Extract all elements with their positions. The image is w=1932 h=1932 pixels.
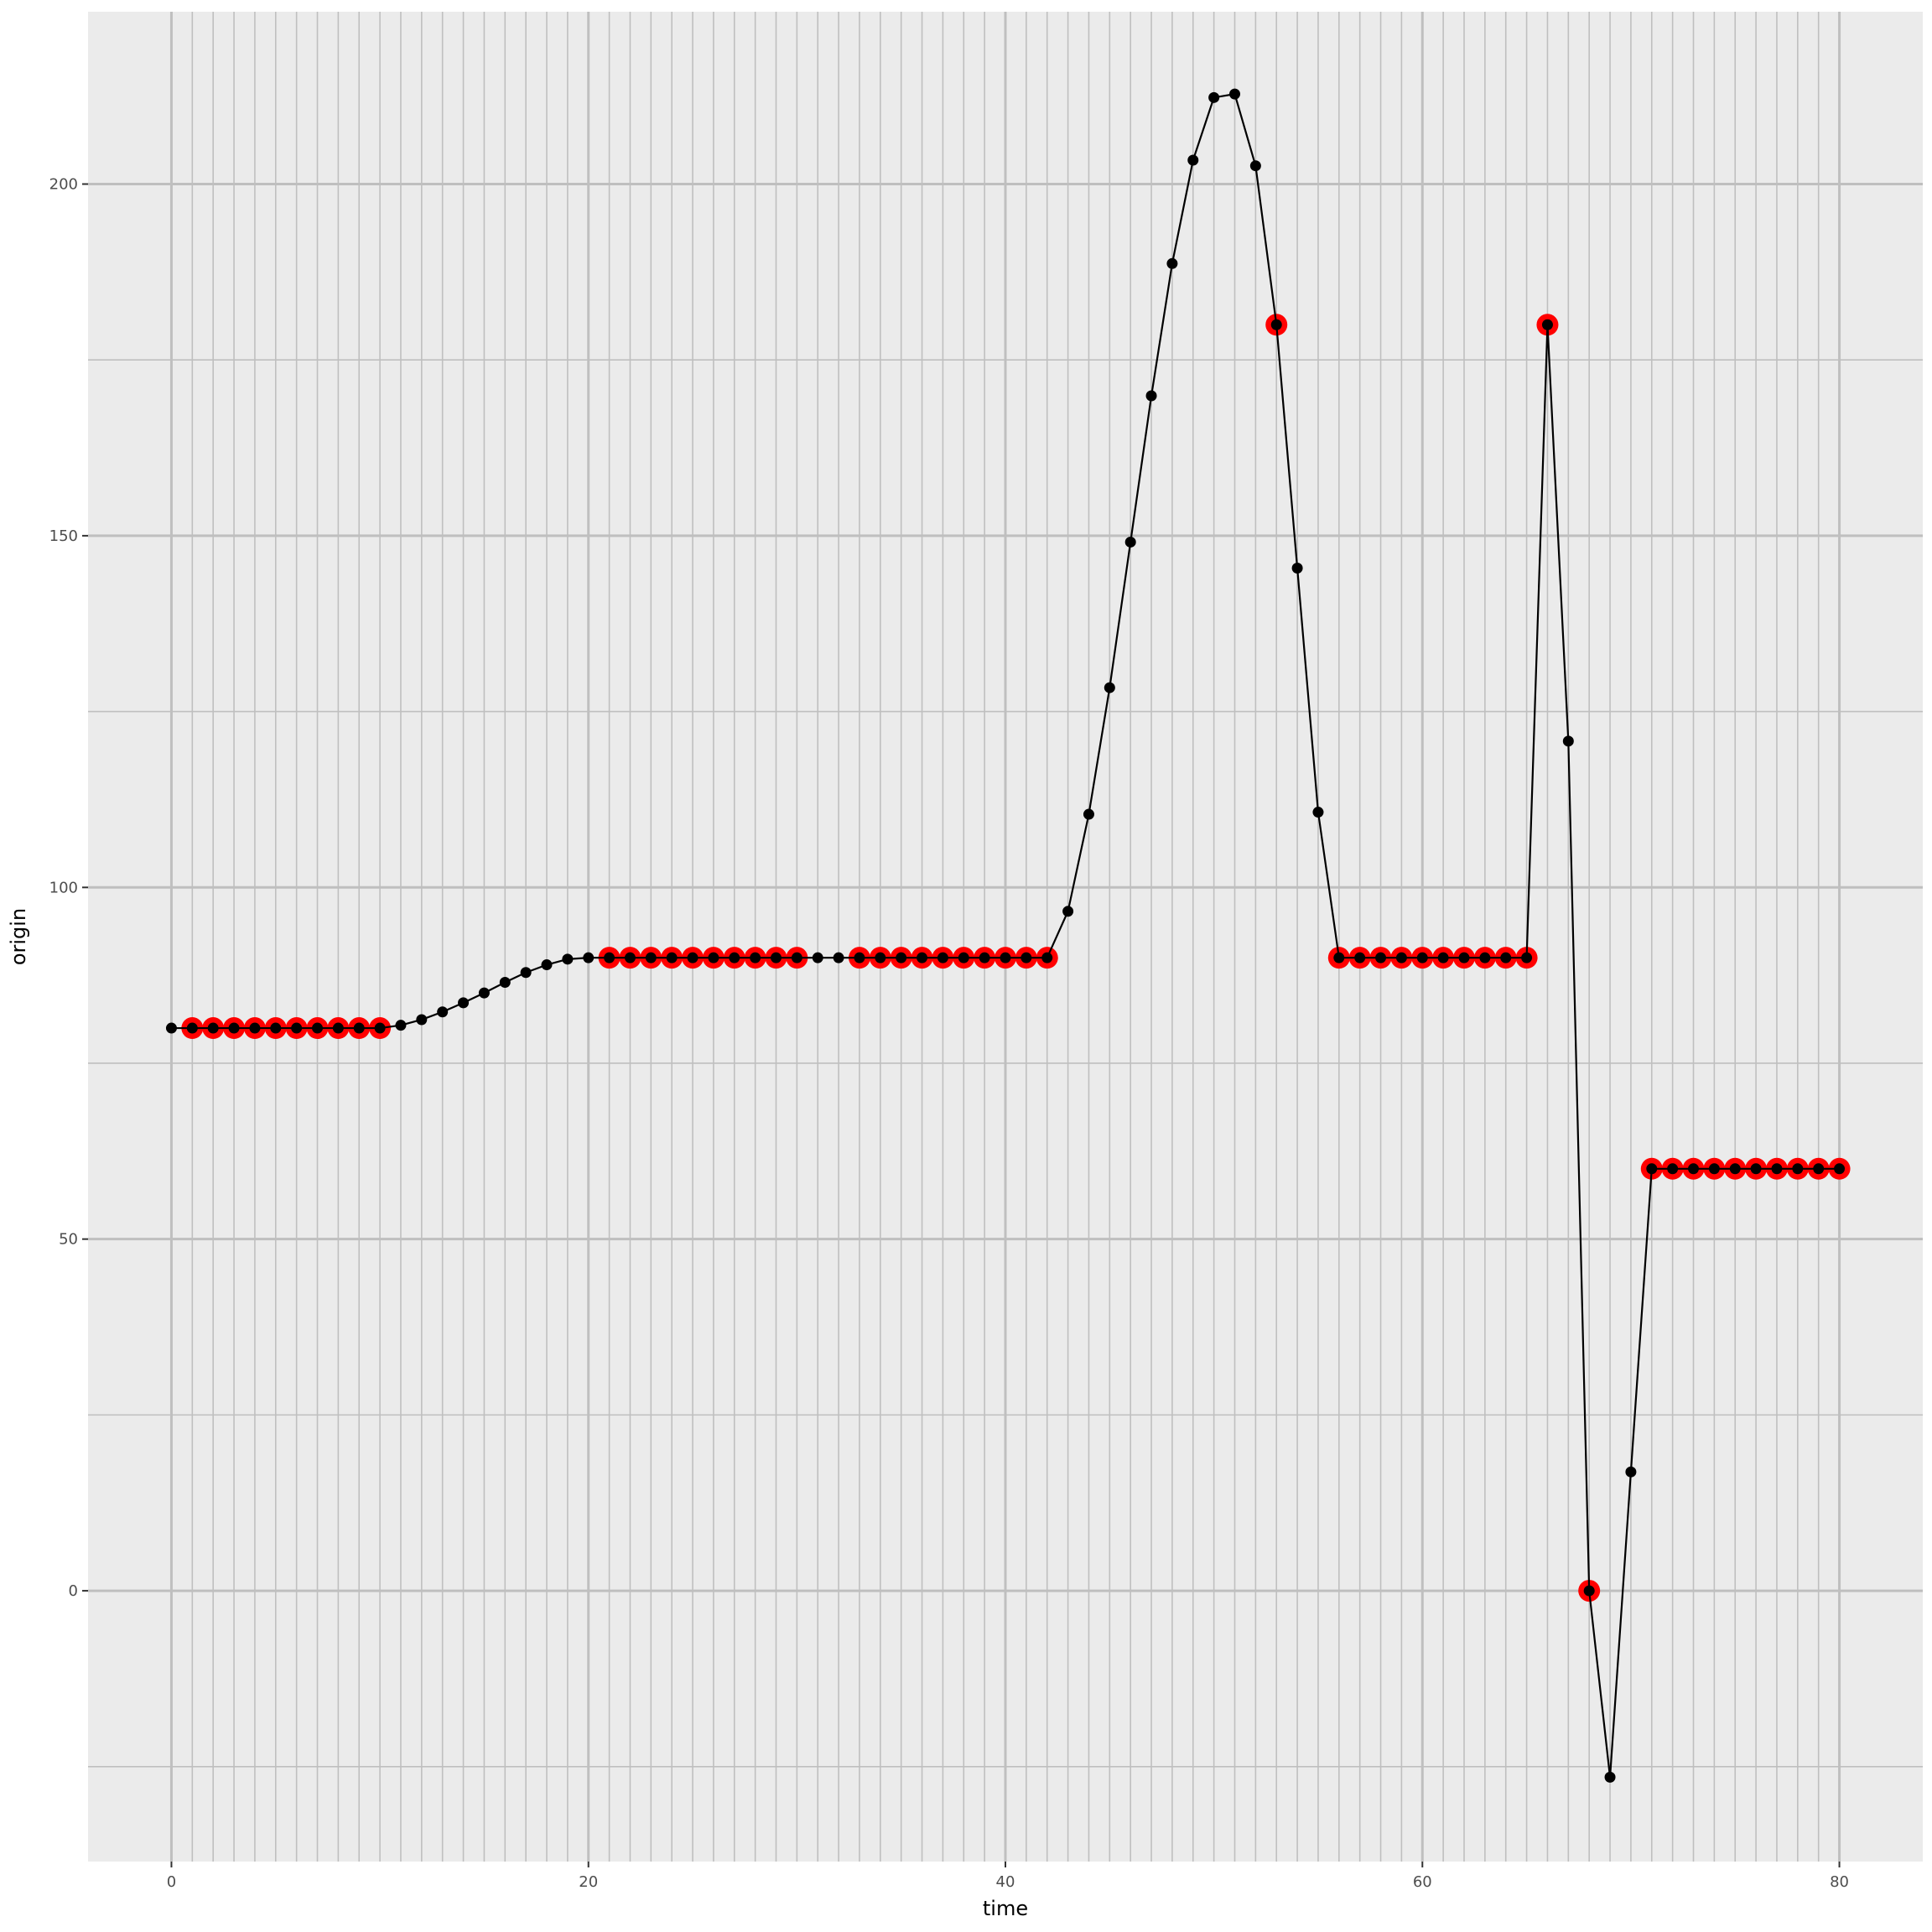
data-point bbox=[1792, 1163, 1804, 1175]
data-point bbox=[1062, 906, 1074, 917]
data-point bbox=[812, 952, 823, 963]
data-point bbox=[1479, 952, 1491, 963]
data-point bbox=[1375, 952, 1387, 963]
data-point bbox=[666, 952, 678, 963]
x-tick-label: 80 bbox=[1830, 1873, 1849, 1891]
data-point bbox=[1500, 952, 1512, 963]
data-point bbox=[1249, 160, 1261, 172]
data-point bbox=[1291, 562, 1303, 574]
data-point bbox=[1416, 952, 1428, 963]
x-axis-title: time bbox=[983, 1897, 1028, 1920]
data-point bbox=[1604, 1771, 1616, 1783]
data-point bbox=[1000, 952, 1011, 963]
x-tick-label: 0 bbox=[167, 1873, 176, 1891]
data-point bbox=[1145, 390, 1157, 402]
data-point bbox=[291, 1022, 303, 1034]
data-point bbox=[1395, 952, 1407, 963]
data-point bbox=[958, 952, 969, 963]
x-axis: 0 20 40 60 80 bbox=[167, 1862, 1849, 1891]
data-point bbox=[374, 1022, 386, 1034]
data-point bbox=[1187, 154, 1199, 166]
data-point bbox=[604, 952, 615, 963]
major-gridlines bbox=[88, 12, 1923, 1862]
y-tick-label: 200 bbox=[49, 176, 78, 194]
data-point bbox=[1667, 1163, 1679, 1175]
data-point bbox=[791, 952, 802, 963]
data-point bbox=[1562, 735, 1574, 747]
data-point bbox=[1083, 808, 1094, 820]
y-tick-label: 150 bbox=[49, 527, 78, 545]
data-point bbox=[1166, 257, 1178, 269]
data-point bbox=[1354, 952, 1366, 963]
y-tick-label: 50 bbox=[59, 1231, 78, 1249]
data-point bbox=[1834, 1163, 1846, 1175]
series-points bbox=[165, 88, 1846, 1783]
data-point bbox=[249, 1022, 261, 1034]
data-point bbox=[562, 953, 574, 965]
data-point bbox=[541, 959, 553, 971]
data-point bbox=[1521, 952, 1533, 963]
data-point bbox=[833, 952, 844, 963]
data-point bbox=[1750, 1163, 1762, 1175]
data-point bbox=[1729, 1163, 1741, 1175]
data-point bbox=[1333, 952, 1345, 963]
data-point bbox=[708, 952, 719, 963]
data-point bbox=[228, 1022, 240, 1034]
data-point bbox=[1229, 88, 1240, 100]
data-point bbox=[771, 952, 782, 963]
data-point bbox=[729, 952, 740, 963]
data-point bbox=[624, 952, 636, 963]
data-point bbox=[207, 1022, 219, 1034]
data-point bbox=[1124, 536, 1136, 548]
y-tick-label: 100 bbox=[49, 879, 78, 896]
y-axis: 0 50 100 150 200 bbox=[49, 176, 88, 1600]
data-point bbox=[687, 952, 699, 963]
data-point bbox=[1312, 807, 1324, 818]
data-point bbox=[1688, 1163, 1699, 1175]
data-point bbox=[1646, 1163, 1658, 1175]
data-point bbox=[1041, 952, 1053, 963]
data-point bbox=[312, 1022, 323, 1034]
data-point bbox=[1771, 1163, 1783, 1175]
data-point bbox=[1625, 1466, 1637, 1478]
y-axis-title: origin bbox=[7, 908, 30, 965]
data-point bbox=[270, 1022, 282, 1034]
data-point bbox=[896, 952, 907, 963]
data-point bbox=[1583, 1585, 1595, 1597]
data-point bbox=[1021, 952, 1032, 963]
y-tick-label: 0 bbox=[69, 1582, 78, 1600]
data-point bbox=[332, 1022, 344, 1034]
data-point bbox=[520, 967, 532, 979]
data-point bbox=[1541, 319, 1553, 330]
data-point bbox=[1104, 682, 1115, 693]
data-point bbox=[1437, 952, 1449, 963]
data-point bbox=[1208, 91, 1220, 103]
data-point bbox=[458, 997, 470, 1009]
data-point bbox=[979, 952, 990, 963]
data-point bbox=[186, 1022, 198, 1034]
x-tick-label: 40 bbox=[996, 1873, 1015, 1891]
data-point bbox=[437, 1006, 449, 1018]
data-point bbox=[583, 952, 595, 963]
data-point bbox=[1813, 1163, 1825, 1175]
data-point bbox=[499, 977, 511, 989]
data-point bbox=[395, 1020, 407, 1031]
data-point bbox=[416, 1014, 428, 1026]
data-point bbox=[750, 952, 761, 963]
data-point bbox=[917, 952, 928, 963]
data-point bbox=[937, 952, 948, 963]
data-point bbox=[353, 1022, 365, 1034]
data-point bbox=[478, 987, 490, 999]
data-point bbox=[1270, 319, 1282, 330]
data-point bbox=[875, 952, 886, 963]
data-point bbox=[165, 1022, 177, 1034]
data-point bbox=[1458, 952, 1470, 963]
x-tick-label: 60 bbox=[1413, 1873, 1432, 1891]
data-point bbox=[645, 952, 657, 963]
data-point bbox=[1708, 1163, 1720, 1175]
x-tick-label: 20 bbox=[579, 1873, 598, 1891]
data-point bbox=[854, 952, 865, 963]
